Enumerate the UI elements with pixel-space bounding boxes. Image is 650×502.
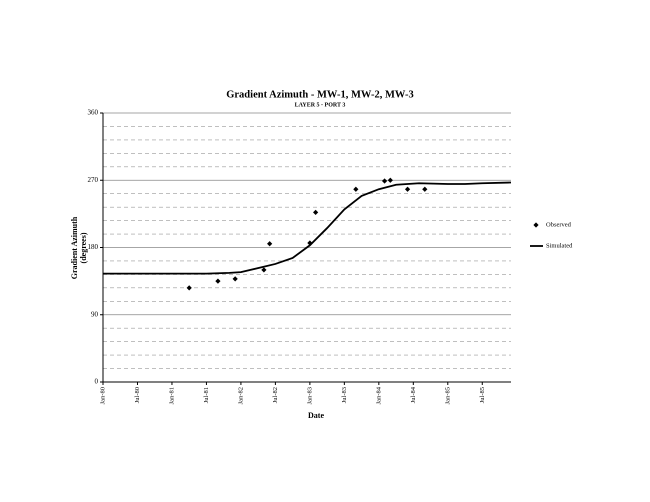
y-tick-label: 270 (88, 176, 99, 184)
chart-title: Gradient Azimuth - MW-1, MW-2, MW-3 (226, 89, 414, 100)
observed-point (404, 186, 411, 192)
x-tick-label: Jan-81 (168, 387, 175, 404)
observed-point (387, 177, 393, 183)
x-tick-label: Jul-80 (134, 387, 141, 403)
observed-point (186, 285, 192, 291)
y-tick-label: 90 (91, 310, 99, 318)
observed-point (307, 240, 313, 246)
observed-point (381, 178, 388, 184)
x-tick-label: Jan-82 (237, 387, 244, 404)
x-tick-label: Jul-81 (203, 387, 210, 403)
y-axis-label: Gradient Azimuth (70, 216, 79, 279)
x-axis-label: Date (308, 411, 324, 420)
x-tick-label: Jul-82 (272, 387, 279, 403)
chart-subtitle: LAYER 5 - PORT 3 (295, 102, 346, 108)
legend-label: Simulated (546, 242, 573, 249)
y-tick-label: 360 (88, 109, 99, 117)
y-tick-label: 0 (95, 378, 99, 386)
x-tick-label: Jul-85 (479, 387, 486, 403)
legend-label: Observed (546, 221, 572, 228)
x-tick-label: Jul-84 (410, 386, 417, 403)
x-tick-label: Jan-85 (444, 387, 451, 404)
simulated-line (103, 181, 512, 275)
y-axis-unit: (degrees) (79, 232, 88, 263)
observed-point (267, 241, 273, 247)
observed-point (215, 278, 221, 284)
y-tick-label: 180 (88, 243, 99, 251)
observed-point (353, 186, 359, 192)
x-tick-label: Jul-83 (341, 387, 348, 403)
observed-point (313, 209, 319, 215)
legend-marker (533, 222, 539, 228)
observed-point (422, 186, 428, 192)
x-tick-label: Jan-84 (375, 386, 382, 404)
observed-point (232, 276, 238, 282)
observed-point (261, 267, 267, 273)
x-tick-label: Jan-83 (306, 387, 313, 404)
x-tick-label: Jan-80 (99, 387, 106, 404)
